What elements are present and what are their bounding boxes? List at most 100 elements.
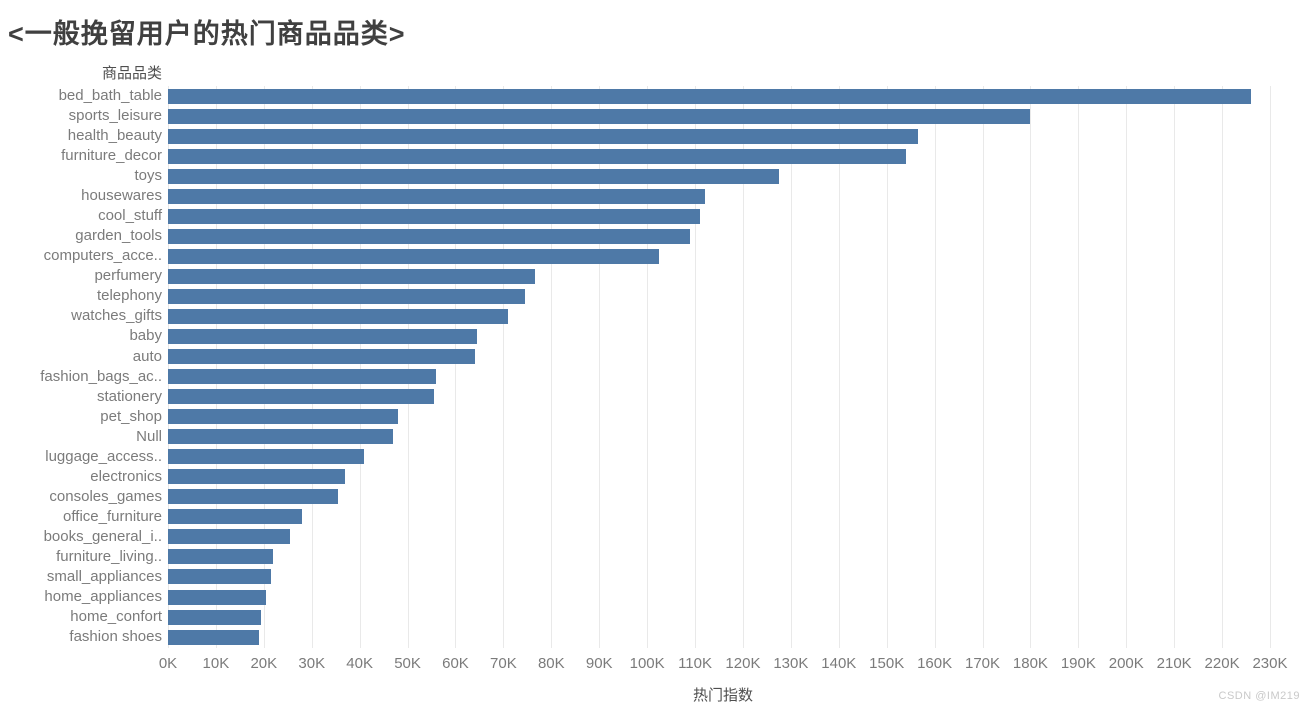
x-tick-label: 60K bbox=[442, 655, 469, 672]
x-tick-label: 190K bbox=[1060, 655, 1096, 672]
gridline bbox=[1078, 86, 1080, 648]
gridline bbox=[311, 86, 313, 648]
bar-furniture_living..[interactable] bbox=[168, 549, 274, 565]
x-tick-label: 10K bbox=[202, 655, 230, 672]
x-tick-label: 70K bbox=[490, 655, 517, 672]
category-label: auto bbox=[132, 347, 162, 365]
x-tick-label: 120K bbox=[725, 655, 761, 672]
gridline bbox=[647, 86, 649, 648]
bar-perfumery[interactable] bbox=[168, 268, 535, 284]
bar-office_furniture[interactable] bbox=[168, 509, 303, 525]
chart-title: <一般挽留用户的热门商品品类> bbox=[8, 19, 406, 49]
bar-cool_stuff[interactable] bbox=[168, 208, 700, 224]
category-label: home_confort bbox=[70, 608, 162, 626]
x-tick-label: 130K bbox=[773, 655, 809, 672]
bar-consoles_games[interactable] bbox=[168, 489, 339, 505]
bar-telephony[interactable] bbox=[168, 288, 525, 304]
gridline bbox=[599, 86, 601, 648]
bar-electronics[interactable] bbox=[168, 469, 346, 485]
x-tick-label: 170K bbox=[964, 655, 1001, 672]
category-label: telephony bbox=[96, 287, 162, 305]
x-tick-label: 150K bbox=[869, 655, 905, 672]
gridline bbox=[886, 86, 888, 648]
bar-fashion shoes[interactable] bbox=[168, 629, 260, 645]
category-label: luggage_access.. bbox=[45, 447, 162, 465]
category-labels-column: bed_bath_table sports_leisure health_beaut… bbox=[0, 86, 162, 648]
bar-small_appliances[interactable] bbox=[168, 569, 271, 585]
category-label: stationery bbox=[96, 387, 162, 405]
x-tick-label: 30K bbox=[298, 655, 326, 672]
bar-sports_leisure[interactable] bbox=[168, 108, 1031, 124]
x-tick-label: 100K bbox=[629, 655, 665, 672]
x-tick-label: 160K bbox=[917, 655, 953, 672]
sort-descending-icon[interactable] bbox=[760, 690, 770, 698]
bar-baby[interactable] bbox=[168, 328, 478, 344]
x-tick-label: 210K bbox=[1156, 655, 1192, 672]
bar-auto[interactable] bbox=[168, 349, 475, 365]
category-label: health_beauty bbox=[67, 127, 162, 145]
category-label: electronics bbox=[90, 467, 162, 485]
bar-bed_bath_table[interactable] bbox=[168, 88, 1251, 104]
bar-books_general_i..[interactable] bbox=[168, 529, 291, 545]
gridline bbox=[1126, 86, 1128, 648]
value-axis-title: 热门指数 bbox=[168, 684, 1295, 705]
bar-stationery[interactable] bbox=[168, 389, 434, 405]
gridline bbox=[407, 86, 409, 648]
gridline bbox=[551, 86, 553, 648]
gridline bbox=[455, 86, 457, 648]
category-label: Null bbox=[136, 427, 162, 445]
bar-home_appliances[interactable] bbox=[168, 589, 267, 605]
gridline bbox=[742, 86, 744, 648]
category-label: computers_acce.. bbox=[43, 247, 162, 265]
category-label: pet_shop bbox=[100, 407, 162, 425]
gridline bbox=[263, 86, 265, 648]
x-tick-label: 50K bbox=[394, 655, 421, 672]
bar-fashion_bags_ac..[interactable] bbox=[168, 369, 437, 385]
gridline bbox=[790, 86, 792, 648]
value-axis-title-text: 热门指数 bbox=[692, 687, 753, 704]
category-label: watches_gifts bbox=[71, 307, 162, 325]
category-label: baby bbox=[129, 327, 162, 345]
gridline bbox=[982, 86, 984, 648]
gridline bbox=[1269, 86, 1271, 648]
bar-housewares[interactable] bbox=[168, 188, 705, 204]
gridline bbox=[215, 86, 217, 648]
category-label: bed_bath_table bbox=[58, 87, 162, 104]
bar-Null[interactable] bbox=[168, 429, 394, 445]
x-tick-label: 80K bbox=[537, 655, 565, 672]
gridline bbox=[934, 86, 936, 648]
x-tick-label: 220K bbox=[1204, 655, 1240, 672]
x-tick-label: 180K bbox=[1012, 655, 1048, 672]
gridline bbox=[1174, 86, 1176, 648]
category-label: consoles_games bbox=[49, 487, 162, 505]
category-label: furniture_living.. bbox=[56, 547, 162, 565]
bar-luggage_access..[interactable] bbox=[168, 449, 365, 465]
x-tick-label: 0K bbox=[158, 655, 178, 672]
category-label: sports_leisure bbox=[68, 107, 162, 125]
category-label: garden_tools bbox=[75, 227, 162, 245]
bar-computers_acce..[interactable] bbox=[168, 248, 660, 264]
category-axis-title: 商品品类 bbox=[101, 65, 162, 82]
bar-garden_tools[interactable] bbox=[168, 228, 691, 244]
bar-home_confort[interactable] bbox=[168, 609, 262, 625]
bar-toys[interactable] bbox=[168, 168, 779, 184]
x-tick-label: 140K bbox=[821, 655, 857, 672]
category-label: office_furniture bbox=[63, 507, 162, 525]
plot-area bbox=[168, 86, 1295, 648]
bar-health_beauty[interactable] bbox=[168, 128, 918, 144]
category-label: housewares bbox=[81, 187, 162, 205]
category-label: home_appliances bbox=[44, 588, 162, 605]
gridline bbox=[695, 86, 697, 648]
bar-watches_gifts[interactable] bbox=[168, 308, 509, 324]
gridline bbox=[1222, 86, 1224, 648]
gridline bbox=[359, 86, 361, 648]
bar-furniture_decor[interactable] bbox=[168, 148, 906, 164]
category-label: fashion shoes bbox=[69, 628, 162, 646]
x-tick-label: 110K bbox=[678, 655, 712, 672]
x-tick-label: 20K bbox=[250, 655, 278, 672]
x-axis-ticks: 0K 10K 20K 30K 40K 50K 60K 70K 80K 90K 100K 110K 120… bbox=[159, 654, 1295, 674]
watermark-text: CSDN @IM219 bbox=[1218, 690, 1300, 702]
gridline bbox=[1030, 86, 1032, 648]
x-tick-label: 40K bbox=[346, 655, 373, 672]
bar-pet_shop[interactable] bbox=[168, 409, 398, 425]
